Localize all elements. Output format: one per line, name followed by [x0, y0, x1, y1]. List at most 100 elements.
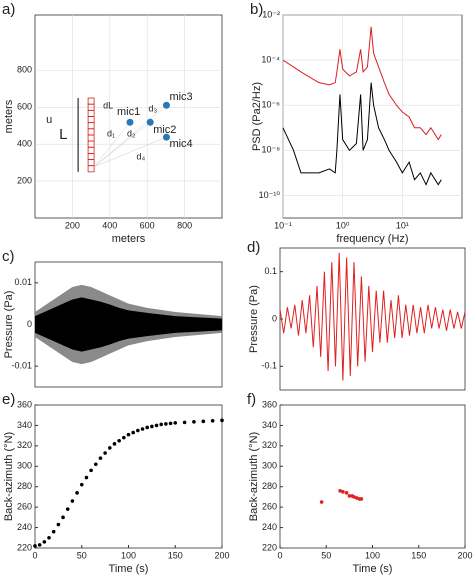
x-tick-label: 600 [140, 220, 155, 230]
point [47, 535, 51, 540]
y-tick-label: 340 [262, 420, 277, 430]
point [112, 442, 117, 446]
y-axis-label: Back-azimuth (°N) [248, 432, 260, 521]
point [159, 422, 164, 427]
point [338, 489, 342, 493]
line [282, 26, 442, 141]
point [154, 423, 159, 428]
point [93, 462, 98, 467]
point [341, 490, 345, 494]
point [108, 446, 112, 450]
annotation: dL [103, 100, 113, 110]
distance-line [93, 105, 167, 168]
point [359, 497, 364, 501]
x-tick-label: 200 [214, 550, 229, 560]
y-tick-label: 300 [262, 461, 277, 471]
x-tick-label: 200 [457, 550, 472, 560]
point [136, 428, 140, 433]
y-tick-label: 800 [17, 65, 32, 75]
x-tick-label: 800 [177, 220, 192, 230]
point [33, 544, 37, 548]
y-tick-label: 600 [17, 102, 32, 112]
point [150, 424, 154, 429]
point [162, 133, 170, 141]
point [42, 540, 47, 544]
point [122, 435, 126, 440]
x-axis-label: frequency (Hz) [336, 233, 408, 245]
y-tick-label: 360 [17, 399, 32, 409]
point [145, 425, 149, 430]
y-tick-label: 240 [262, 522, 277, 532]
x-tick-label: 400 [102, 220, 117, 230]
point [201, 419, 206, 424]
y-tick-label: 0.01 [14, 277, 32, 287]
line [282, 82, 442, 186]
point [75, 491, 79, 495]
y-tick-label: 10⁻⁸ [261, 145, 280, 155]
point [70, 499, 75, 503]
y-tick-label: 320 [262, 440, 277, 450]
point [98, 456, 103, 460]
y-tick-label: 360 [262, 399, 277, 409]
point [164, 422, 168, 426]
line [279, 252, 466, 381]
x-axis-label: meters [112, 233, 146, 245]
annotation: u [46, 114, 52, 126]
point-label: mic3 [169, 91, 192, 103]
y-tick-label: 10⁻⁶ [262, 100, 281, 110]
point [56, 522, 61, 527]
panel-label: b) [250, 1, 263, 18]
point [117, 438, 121, 443]
point [319, 500, 324, 504]
panel-label: f) [247, 391, 256, 408]
array-element [87, 165, 95, 173]
x-tick-label: 10⁰ [336, 220, 350, 230]
y-axis-label: Pressure (Pa) [248, 285, 260, 353]
point [140, 427, 145, 431]
point [220, 418, 224, 423]
x-tick-label: 100 [365, 550, 380, 560]
y-axis-label: meters [3, 99, 15, 133]
plot-area [34, 404, 223, 549]
y-tick-label: 280 [262, 481, 277, 491]
y-axis-label: Back-azimuth (°N) [3, 432, 15, 521]
distance-line [94, 136, 167, 168]
distance-line [93, 122, 131, 168]
point [146, 118, 154, 126]
y-tick-label: 0.1 [264, 266, 277, 276]
y-tick-label: 220 [17, 542, 32, 552]
x-axis-label: Time (s) [353, 563, 393, 575]
panel-label: d) [247, 239, 260, 256]
y-tick-label: 260 [262, 502, 277, 512]
x-tick-label: 10⁻¹ [274, 220, 292, 230]
y-axis-label: PSD (Pa2/Hz) [251, 82, 263, 151]
y-tick-label: 260 [17, 502, 32, 512]
annotation: d₄ [136, 152, 145, 162]
x-tick-label: 150 [168, 550, 183, 560]
point-label: mic2 [153, 124, 176, 136]
panel-label: c) [2, 248, 15, 265]
point [126, 432, 131, 437]
panel-label: a) [2, 1, 15, 18]
point [354, 496, 359, 500]
point [192, 420, 196, 424]
point [37, 543, 42, 547]
y-tick-label: 240 [17, 522, 32, 532]
point [89, 468, 93, 473]
y-tick-label: 200 [17, 175, 32, 185]
plot-area [282, 14, 463, 219]
y-tick-label: 300 [17, 461, 32, 471]
annotation: d₁ [107, 129, 115, 139]
band [35, 297, 222, 352]
y-tick-label: 10⁻⁴ [261, 54, 280, 64]
point [347, 494, 352, 498]
point [168, 421, 173, 426]
x-tick-label: 200 [65, 220, 80, 230]
y-tick-label: -0.01 [11, 361, 32, 371]
x-tick-label: 100 [121, 550, 136, 560]
annotation: d₃ [148, 104, 157, 114]
point [65, 507, 70, 511]
x-tick-label: 50 [321, 550, 331, 560]
x-tick-label: 10¹ [396, 220, 409, 230]
